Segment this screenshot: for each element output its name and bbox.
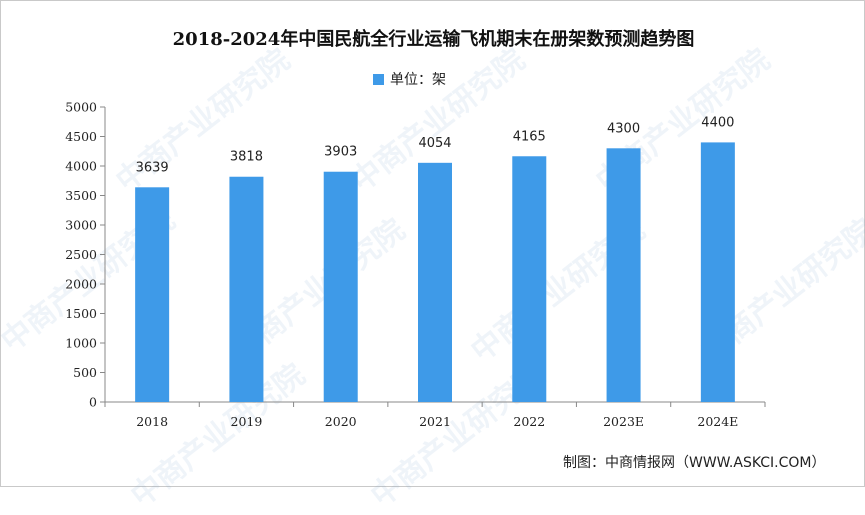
bar	[700, 142, 735, 402]
y-tick-label: 3500	[65, 188, 97, 203]
x-tick-label: 2022	[513, 414, 545, 429]
legend-label: 单位：架	[390, 72, 446, 88]
y-tick-label: 2000	[65, 277, 97, 292]
y-tick-label: 2500	[65, 247, 97, 262]
data-label: 4300	[607, 121, 640, 136]
data-label: 3818	[230, 150, 263, 165]
x-tick-label: 2023E	[603, 414, 644, 429]
bar	[606, 148, 641, 402]
y-tick-label: 3000	[65, 218, 97, 233]
bar-chart: 0 500 1000 1500 2000 2500 3000 3500 4000 4500 5000…	[65, 100, 766, 429]
data-label: 4054	[418, 136, 451, 151]
y-tick-label: 1500	[65, 306, 97, 321]
y-tick-label: 500	[73, 365, 97, 380]
x-tick-label: 2021	[419, 414, 451, 429]
x-tick-label: 2018	[136, 414, 168, 429]
x-tick-label: 2020	[325, 414, 357, 429]
y-tick-label: 0	[89, 395, 97, 410]
x-tick-label: 2019	[231, 414, 263, 429]
data-label: 3903	[324, 145, 357, 160]
legend-swatch	[373, 73, 384, 85]
bar	[229, 176, 264, 402]
bar	[323, 171, 358, 402]
data-label: 4400	[701, 115, 734, 130]
y-tick-label: 4000	[65, 159, 97, 174]
y-tick-label: 4500	[65, 129, 97, 144]
y-tick-label: 5000	[65, 100, 97, 115]
x-tick-label: 2024E	[697, 414, 738, 429]
source-note: 制图：中商情报网（WWW.ASKCI.COM）	[563, 455, 826, 471]
bar	[135, 187, 170, 402]
data-label: 4165	[513, 129, 546, 144]
bar	[512, 156, 547, 402]
data-label: 3639	[136, 160, 169, 175]
bar	[418, 162, 452, 402]
y-tick-label: 1000	[65, 336, 97, 351]
chart-title: 2018-2024年中国民航全行业运输飞机期末在册架数预测趋势图	[172, 29, 695, 50]
legend: 单位：架	[373, 69, 446, 89]
